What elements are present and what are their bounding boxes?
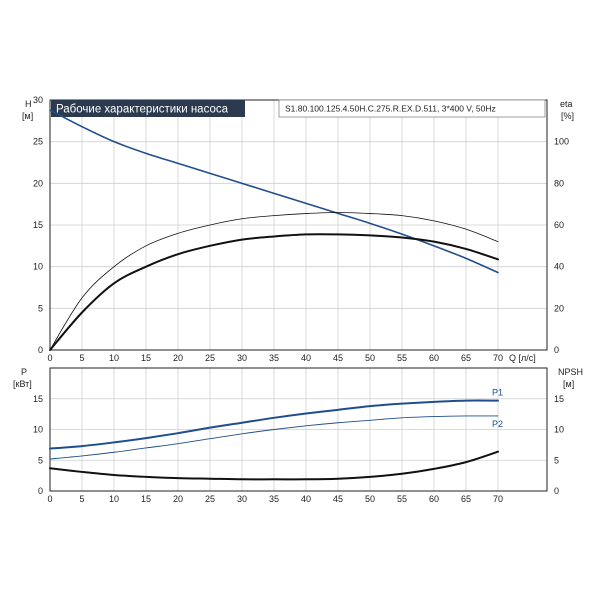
y-tick-label: 0 — [38, 486, 43, 496]
y-axis-label-upper-right: eta — [560, 99, 573, 109]
lower-grid — [49, 368, 547, 492]
series-line-lower-p2 — [49, 415, 499, 460]
x-tick-label: 45 — [333, 494, 343, 504]
lower-right-y-ticks: 0 5 10 15 — [554, 394, 564, 496]
x-tick-label: 35 — [269, 494, 279, 504]
series-line-upper-1 — [49, 212, 499, 351]
y-axis-unit-upper-right: [%] — [561, 111, 574, 121]
x-tick-label: 40 — [301, 353, 311, 363]
y-tick-label: 5 — [38, 303, 43, 313]
upper-x-ticks: 0 5 10 15 20 25 30 35 40 45 50 55 60 65 70 — [47, 353, 503, 363]
chart-title: Рабочие характеристики насоса — [56, 104, 229, 116]
y-axis-unit-lower-right: [м] — [563, 379, 574, 389]
x-tick-label: 50 — [365, 494, 375, 504]
y-tick-label: 10 — [33, 262, 43, 272]
x-tick-label: 60 — [429, 353, 439, 363]
x-tick-label: 0 — [47, 494, 52, 504]
y-tick-label: 15 — [33, 220, 43, 230]
y-axis-label-lower-left: P — [21, 367, 27, 377]
x-tick-label: 15 — [141, 494, 151, 504]
y-tick-label: 30 — [33, 95, 43, 105]
upper-left-y-ticks: 0 5 10 15 20 25 30 — [33, 95, 43, 355]
x-tick-label: 10 — [109, 353, 119, 363]
x-tick-label: 10 — [109, 494, 119, 504]
x-tick-label: 40 — [301, 494, 311, 504]
x-tick-label: 70 — [493, 494, 503, 504]
y-axis-unit-lower-left: [кВт] — [13, 379, 32, 389]
x-tick-label: 50 — [365, 353, 375, 363]
x-tick-label: 65 — [461, 494, 471, 504]
upper-series — [49, 109, 499, 351]
x-tick-label: 45 — [333, 353, 343, 363]
y-tick-label: 20 — [33, 178, 43, 188]
model-box — [278, 99, 546, 118]
chart-title-box — [51, 100, 245, 117]
y-tick-label: 15 — [33, 394, 43, 404]
series-line-upper-0 — [49, 109, 499, 274]
x-tick-label: 65 — [461, 353, 471, 363]
x-tick-label: 15 — [141, 353, 151, 363]
chart-subtitle: S1.80.100.125.4.50H.C.275.R.EX.D.511, 3*… — [285, 104, 496, 114]
x-tick-label: 55 — [397, 353, 407, 363]
y-tick-label: 5 — [38, 455, 43, 465]
upper-right-y-ticks: 0 20 40 60 80 100 — [554, 137, 569, 355]
x-tick-label: 35 — [269, 353, 279, 363]
x-tick-label: 20 — [173, 353, 183, 363]
y2-tick-label: 80 — [554, 178, 564, 188]
x-tick-label: 60 — [429, 494, 439, 504]
x-tick-label: 30 — [237, 353, 247, 363]
y2-tick-label: 0 — [554, 486, 559, 496]
power-npsh-panel: P [кВт] NPSH [м] 0 5 10 15 20 25 30 35 40 45 50 55 6… — [13, 367, 583, 504]
x-tick-label: 20 — [173, 494, 183, 504]
x-tick-label: 55 — [397, 494, 407, 504]
lower-plot-frame — [49, 367, 548, 492]
lower-left-y-ticks: 0 5 10 15 — [33, 394, 43, 496]
x-tick-label: 5 — [79, 353, 84, 363]
y2-tick-label: 0 — [554, 345, 559, 355]
y2-tick-label: 100 — [554, 137, 569, 147]
lower-x-ticks: 0 5 10 15 20 25 30 35 40 45 50 55 60 65 70 — [47, 494, 503, 504]
y-axis-unit-upper-left: [м] — [22, 111, 33, 121]
y-tick-label: 0 — [38, 345, 43, 355]
series-line-upper-2 — [49, 233, 499, 351]
x-tick-label: 25 — [205, 353, 215, 363]
x-tick-label: 0 — [47, 353, 52, 363]
y2-tick-label: 40 — [554, 262, 564, 272]
y-tick-label: 25 — [33, 137, 43, 147]
x-tick-label: 70 — [493, 353, 503, 363]
series-line-lower-2 — [49, 450, 499, 481]
y-axis-label-lower-right: NPSH — [558, 367, 583, 377]
x-tick-label: 30 — [237, 494, 247, 504]
y2-tick-label: 10 — [554, 425, 564, 435]
y-axis-label-upper-left: H — [25, 99, 32, 109]
x-tick-label: 25 — [205, 494, 215, 504]
series-line-lower-p1 — [49, 399, 499, 450]
y2-tick-label: 60 — [554, 220, 564, 230]
y2-tick-label: 15 — [554, 394, 564, 404]
series-label-p2: P2 — [492, 419, 503, 429]
y-tick-label: 10 — [33, 425, 43, 435]
head-efficiency-panel: Рабочие характеристики насоса S1.80.100.… — [22, 95, 574, 363]
y2-tick-label: 5 — [554, 455, 559, 465]
upper-grid — [49, 99, 547, 351]
x-tick-label: 5 — [79, 494, 84, 504]
series-label-p1: P1 — [492, 388, 503, 398]
x-axis-label: Q [л/с] — [509, 353, 536, 363]
lower-series: P1 P2 — [49, 388, 503, 481]
y2-tick-label: 20 — [554, 303, 564, 313]
